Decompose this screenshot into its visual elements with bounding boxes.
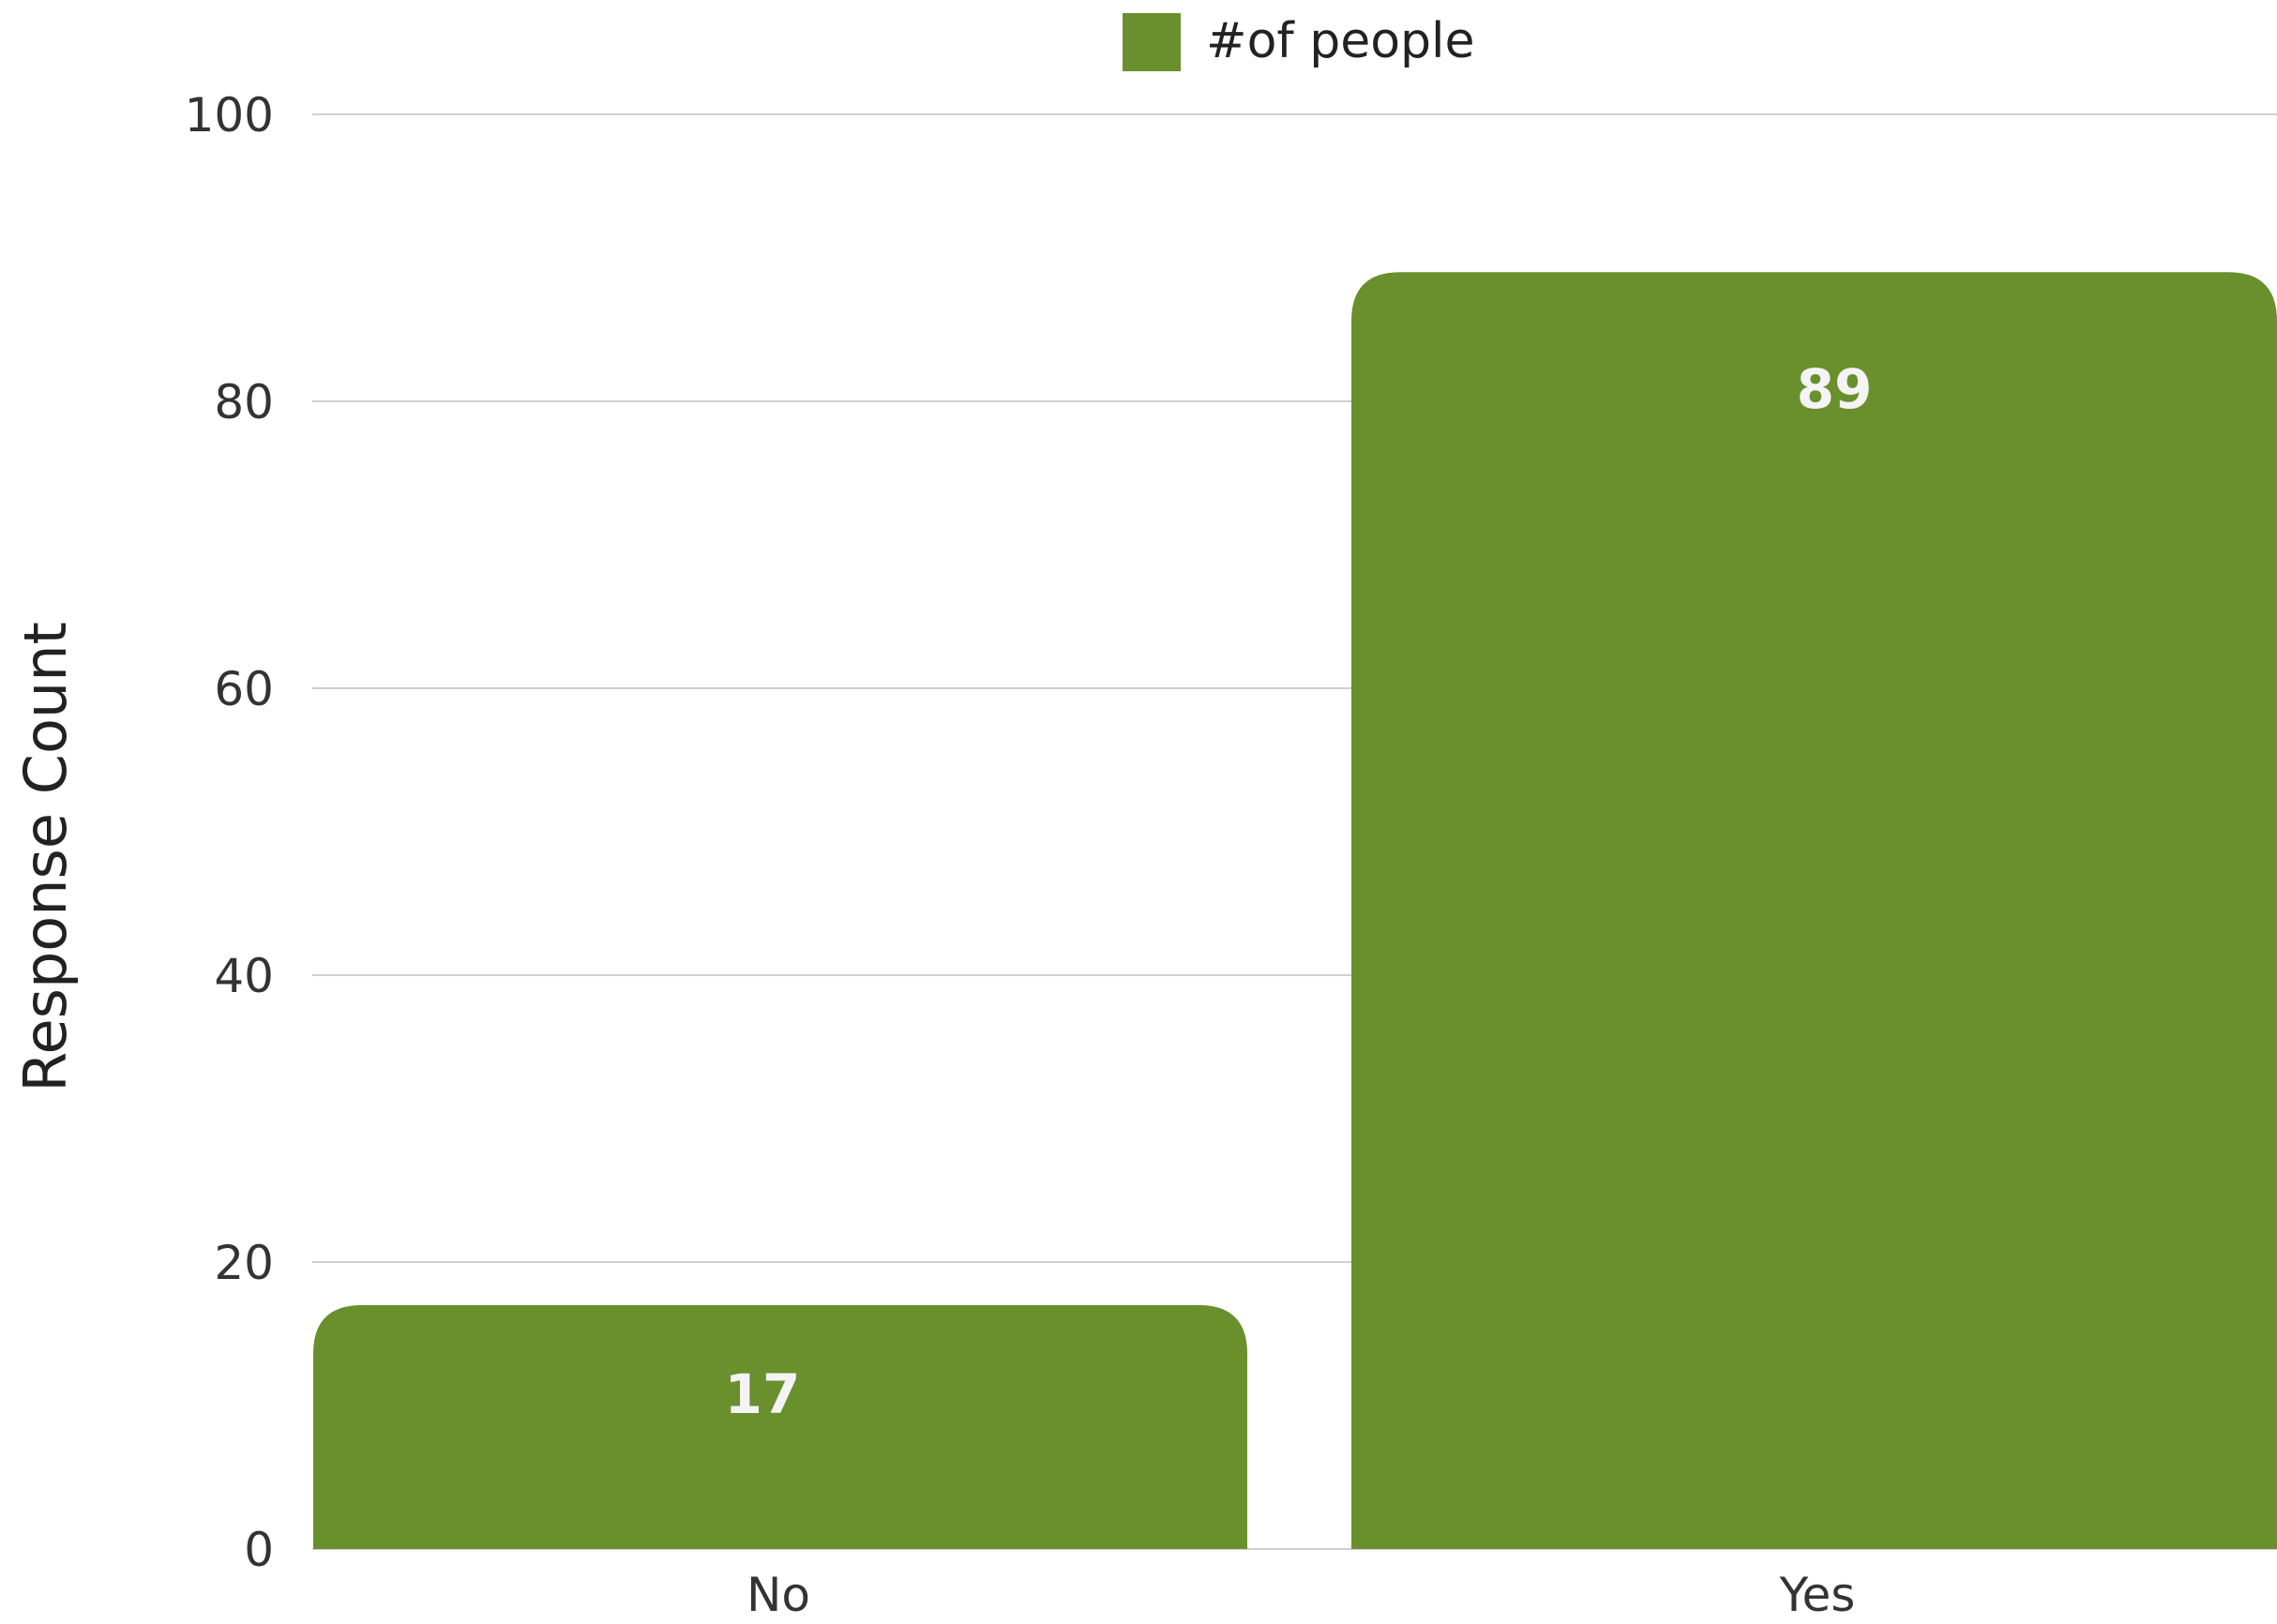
legend-swatch (1123, 13, 1181, 71)
bar-no (313, 1304, 1247, 1549)
y-tick-label-20: 20 (214, 1236, 274, 1290)
legend-label: #of people (1206, 13, 1474, 69)
y-axis-title: Response Count (11, 622, 80, 1092)
x-tick-label-yes: Yes (1779, 1568, 1856, 1622)
x-tick-label-no: No (746, 1568, 810, 1622)
y-tick-label-80: 80 (214, 375, 274, 429)
bar-yes (1351, 272, 2277, 1549)
data-label-no: 17 (725, 1362, 801, 1426)
data-label-yes: 89 (1797, 357, 1873, 421)
y-tick-label-40: 40 (214, 949, 274, 1003)
y-tick-label-0: 0 (244, 1523, 274, 1577)
y-tick-label-60: 60 (214, 662, 274, 716)
y-tick-label-100: 100 (185, 88, 274, 143)
